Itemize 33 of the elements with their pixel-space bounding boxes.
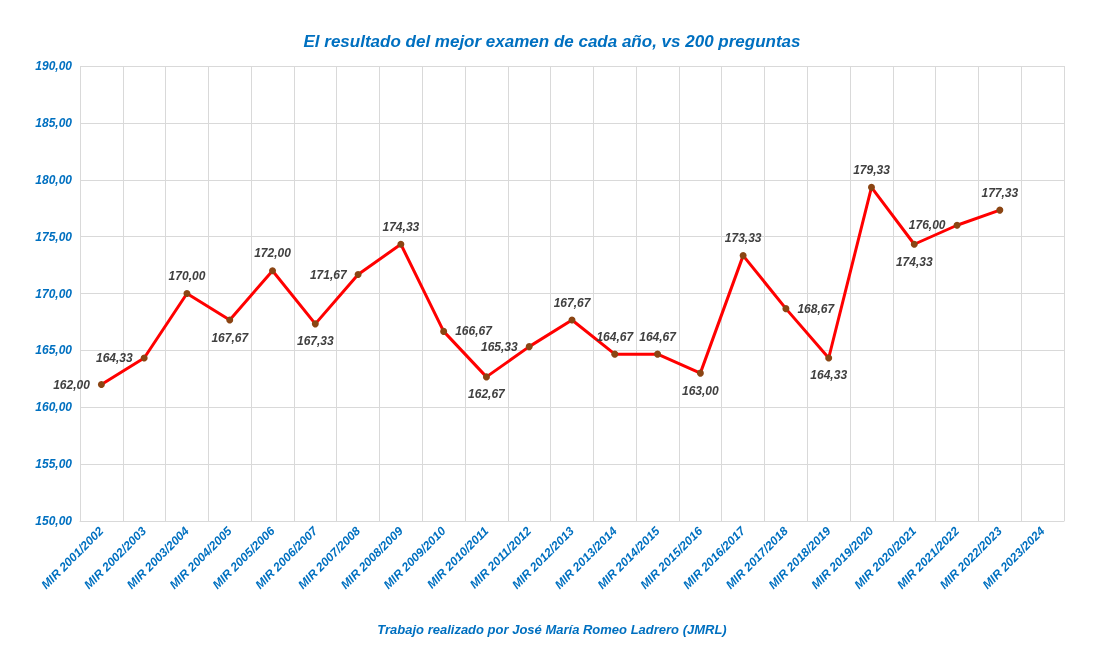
data-label: 167,33	[296, 334, 334, 349]
data-label: 164,67	[596, 329, 635, 344]
data-label: 166,67	[455, 324, 494, 339]
y-tick-label: 160,00	[35, 400, 73, 415]
data-label: 164,33	[810, 368, 848, 383]
data-label: 174,33	[895, 254, 933, 269]
y-tick-label: 180,00	[35, 172, 73, 187]
chart-title: El resultado del mejor examen de cada año, vs 200 preguntas	[303, 32, 801, 51]
data-label: 170,00	[168, 269, 206, 283]
y-tick-label: 170,00	[35, 286, 73, 301]
data-label: 177,33	[981, 185, 1019, 200]
data-label: 173,33	[724, 231, 762, 246]
y-tick-label: 150,00	[35, 514, 73, 528]
data-label: 164,33	[95, 351, 133, 365]
y-tick-label: 155,00	[35, 457, 73, 472]
data-label: 162,00	[53, 377, 91, 392]
text: Trabajo realizado por José María Romeo Ladrero (JMRL)	[377, 622, 727, 637]
y-tick-label: 165,00	[35, 343, 73, 358]
data-label: 167,67	[553, 295, 592, 310]
data-label: 176,00	[908, 218, 946, 233]
data-label: 165,33	[481, 339, 519, 354]
data-label: 167,67	[211, 330, 250, 345]
y-tick-label: 185,00	[35, 115, 73, 130]
data-label: 162,67	[468, 387, 507, 402]
data-label: 171,67	[309, 267, 348, 282]
y-tick-label: 175,00	[35, 229, 73, 244]
data-label: 172,00	[254, 246, 292, 261]
data-label: 163,00	[682, 383, 720, 398]
data-label: 174,33	[382, 219, 420, 234]
data-label: 179,33	[853, 162, 891, 177]
data-label: 164,67	[639, 329, 678, 344]
data-label: 168,67	[797, 301, 836, 316]
y-tick-label: 190,00	[35, 59, 73, 73]
